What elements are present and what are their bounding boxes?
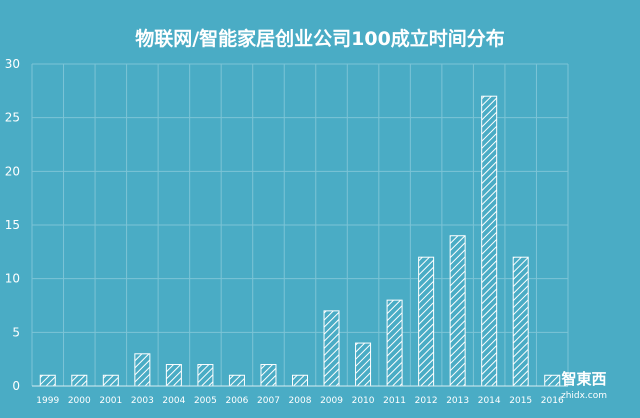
x-tick-label: 2001 (99, 396, 122, 406)
x-tick-label: 2008 (289, 396, 312, 406)
bar-2007 (260, 364, 277, 387)
x-tick-label: 2015 (509, 396, 532, 406)
bar-2015 (512, 256, 529, 387)
y-tick-label: 5 (12, 325, 20, 339)
x-tick-label: 2005 (194, 396, 217, 406)
y-tick-label: 25 (5, 111, 20, 125)
y-tick-label: 30 (5, 57, 20, 71)
y-tick-label: 15 (5, 218, 20, 232)
y-tick-label: 0 (12, 379, 20, 393)
bar-2011 (386, 299, 403, 387)
bar-2004 (165, 364, 182, 387)
watermark-text: 智東西 (561, 370, 606, 388)
y-tick-label: 10 (5, 272, 20, 286)
x-tick-label: 2010 (352, 396, 375, 406)
x-tick-label: 2009 (320, 396, 343, 406)
bar-1999 (39, 374, 56, 387)
bar-2000 (71, 374, 88, 387)
bar-2014 (481, 95, 498, 387)
x-tick-label: 2011 (383, 396, 406, 406)
y-axis-ticks: 0 5 10 15 20 25 30 (5, 57, 20, 393)
x-tick-label: 2006 (225, 396, 248, 406)
x-tick-label: 1999 (36, 396, 59, 406)
bar-2009 (323, 310, 340, 387)
bars (39, 95, 561, 387)
chart-title: 物联网/智能家居创业公司100成立时间分布 (135, 27, 505, 50)
x-tick-label: 2007 (257, 396, 280, 406)
x-tick-label: 2012 (415, 396, 438, 406)
bar-2012 (418, 256, 435, 387)
x-axis-ticks: 1999 2000 2001 2003 2004 2005 2006 2007 2008 2009… (36, 396, 564, 406)
bar-2013 (449, 235, 466, 387)
grid-lines (31, 63, 569, 386)
bar-2006 (228, 374, 245, 387)
x-tick-label: 2004 (162, 396, 185, 406)
watermark-subtext: zhidx.com (561, 391, 607, 401)
bar-2016 (544, 374, 561, 387)
x-tick-label: 2000 (68, 396, 91, 406)
x-tick-label: 2013 (446, 396, 469, 406)
bar-2001 (102, 374, 119, 387)
x-tick-label: 2014 (478, 396, 501, 406)
y-tick-label: 20 (5, 164, 20, 178)
bar-2003 (134, 353, 151, 387)
x-tick-label: 2016 (541, 396, 564, 406)
bar-2010 (355, 342, 372, 387)
x-tick-label: 2003 (131, 396, 154, 406)
watermark: 智東西 zhidx.com (561, 370, 607, 401)
bar-2008 (292, 374, 308, 387)
bar-2005 (197, 364, 214, 387)
